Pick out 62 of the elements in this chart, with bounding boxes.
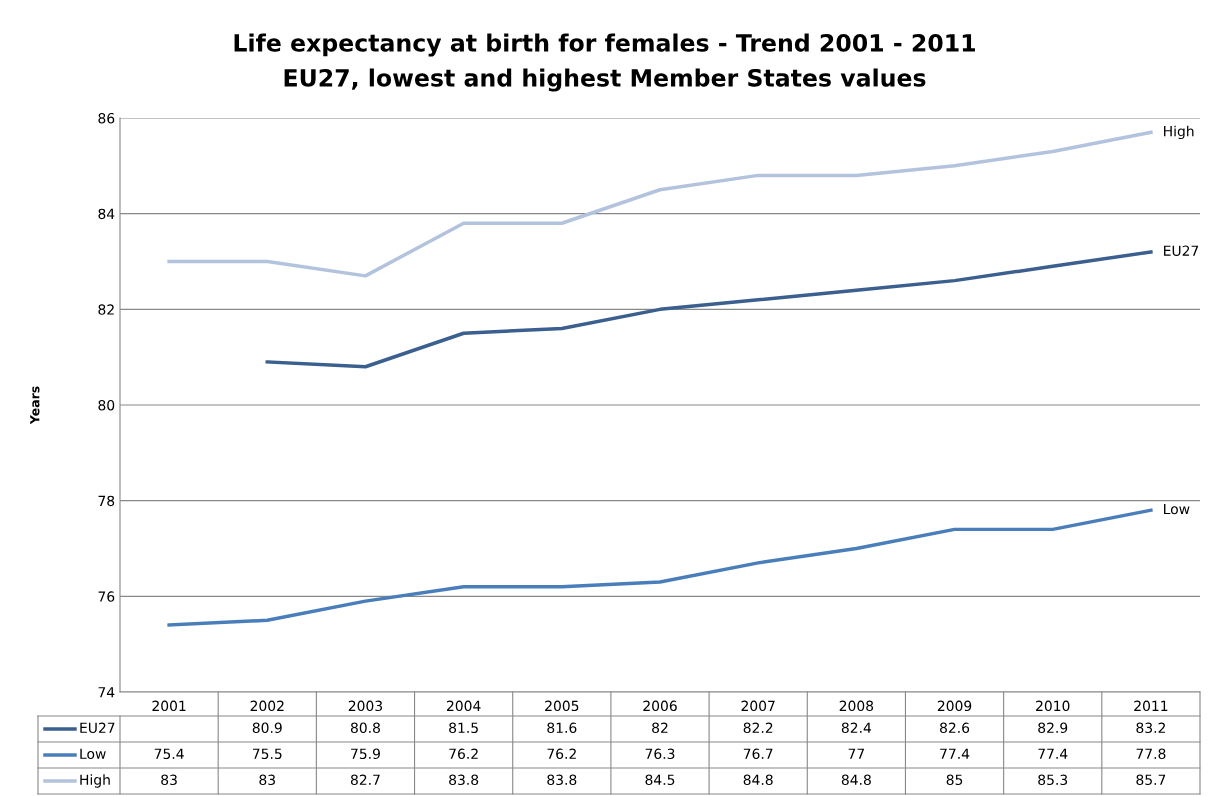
data-label: 77.8 [1136, 748, 1166, 760]
data-label: 84.5 [645, 774, 675, 786]
data-label: 80.9 [252, 722, 282, 734]
data-label: 77.4 [1038, 748, 1068, 759]
data-label: 76.2 [449, 748, 478, 760]
data-label: 77 [848, 748, 865, 759]
data-label: 85.3 [1038, 774, 1068, 786]
legend-label: EU27 [80, 722, 115, 734]
data-label: 81.5 [449, 722, 478, 734]
data-label: 77.4 [940, 748, 970, 759]
data-label: 76.2 [547, 748, 576, 760]
data-label: 85.7 [1136, 774, 1166, 786]
x-tick-label: 2003 [348, 700, 383, 712]
data-label: 85 [946, 774, 963, 786]
data-label: 80.8 [350, 722, 380, 734]
x-tick-label: 2007 [741, 700, 775, 712]
text: High [1164, 125, 1194, 140]
data-label: 82.6 [940, 722, 970, 734]
x-tick-label: 2009 [937, 700, 972, 712]
y-tick-label: 82 [98, 304, 114, 315]
y-axis-title: Years [30, 386, 40, 425]
data-label: 75.4 [154, 748, 184, 760]
x-tick-label: 2001 [152, 700, 186, 712]
y-tick-label: 74 [98, 687, 115, 698]
legend-label: High [80, 774, 110, 788]
line-series [167, 130, 1153, 278]
x-tick-label: 2008 [839, 700, 874, 712]
data-label: 81.6 [547, 722, 577, 734]
y-tick-label: 86 [98, 112, 115, 124]
chart-subtitle: EU27, lowest and highest Member States values [284, 68, 926, 92]
data-label: 83.2 [1136, 722, 1165, 734]
data-label: 82.9 [1038, 722, 1068, 734]
text: EU27 [1164, 245, 1199, 256]
y-tick-label: 80 [98, 399, 115, 411]
line-series [265, 250, 1153, 369]
y-tick-label: 78 [98, 495, 115, 507]
data-label: 82.4 [841, 722, 872, 734]
data-label: 83.8 [449, 774, 479, 786]
x-tick-label: 2010 [1036, 700, 1070, 712]
x-tick-label: 2011 [1134, 700, 1168, 712]
data-label: 84.8 [743, 774, 773, 786]
line-series [167, 508, 1153, 627]
x-tick-label: 2002 [250, 700, 284, 712]
data-label: 82 [652, 722, 668, 734]
data-label: 82.2 [743, 722, 773, 734]
data-label: 76.3 [645, 748, 675, 760]
data-label: 76.7 [743, 748, 773, 760]
data-label: 75.9 [351, 748, 380, 760]
data-label: 83 [161, 774, 177, 786]
data-label: 83 [259, 774, 275, 786]
y-tick-label: 84 [98, 208, 115, 220]
x-tick-label: 2006 [643, 700, 677, 712]
y-tick-label: 76 [98, 591, 115, 602]
data-label: 82.7 [350, 774, 380, 786]
text: Low [1164, 503, 1190, 515]
chart-title: Life expectancy at birth for females - Trend 2001 - 2011 [234, 33, 975, 57]
data-label: 84.8 [841, 774, 871, 786]
x-tick-label: 2004 [446, 700, 481, 712]
data-label: 83.8 [547, 774, 577, 786]
x-tick-label: 2005 [545, 700, 579, 712]
data-label: 75.5 [252, 748, 282, 760]
legend-label: Low [80, 748, 106, 760]
